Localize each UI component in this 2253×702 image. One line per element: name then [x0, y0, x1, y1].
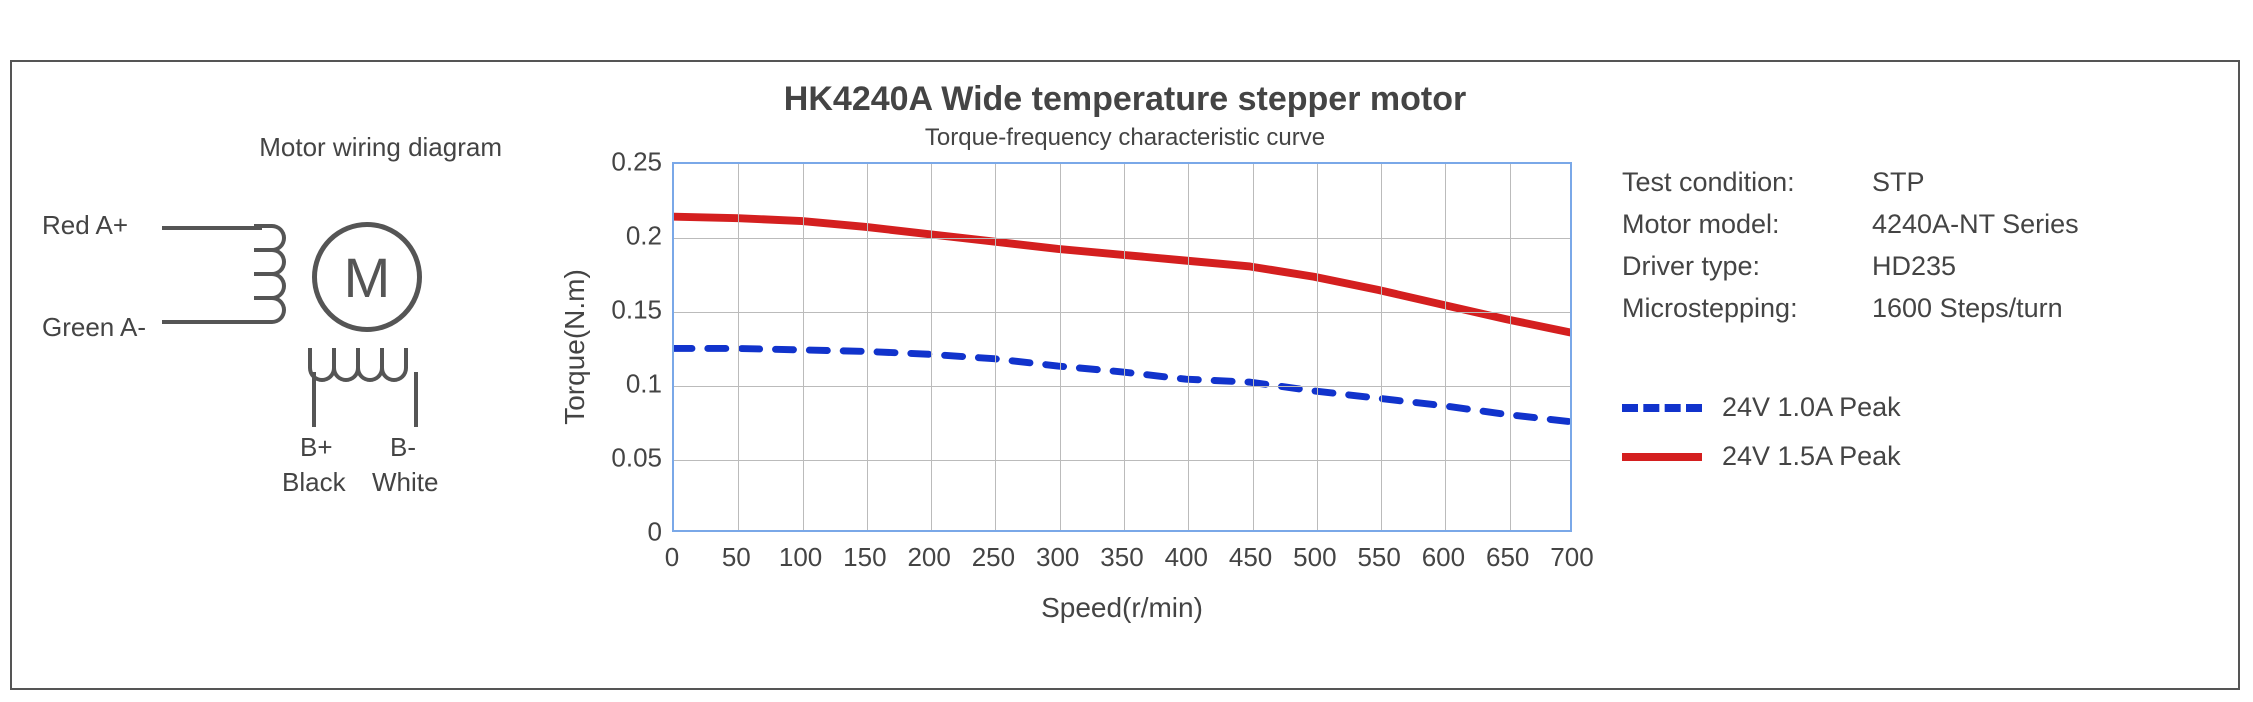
legend-item: 24V 1.5A Peak	[1622, 441, 1901, 472]
info-value: STP	[1872, 162, 1925, 204]
info-key: Test condition:	[1622, 162, 1872, 204]
x-tick-label: 550	[1357, 542, 1400, 573]
info-key: Microstepping:	[1622, 288, 1872, 330]
chart-gridline-v	[1510, 164, 1511, 530]
x-tick-label: 500	[1293, 542, 1336, 573]
legend-swatch-icon	[1622, 404, 1702, 412]
wiring-label-b-plus-color: Black	[282, 467, 346, 498]
wiring-label-b-minus-color: White	[372, 467, 438, 498]
chart-gridline-v	[931, 164, 932, 530]
legend-label: 24V 1.5A Peak	[1722, 441, 1901, 472]
chart-gridline-v	[1253, 164, 1254, 530]
wiring-label-b-minus-pin: B-	[390, 432, 416, 463]
chart-legend: 24V 1.0A Peak 24V 1.5A Peak	[1622, 392, 1901, 490]
info-key: Driver type:	[1622, 246, 1872, 288]
y-tick-label: 0.2	[592, 221, 662, 252]
info-value: 4240A-NT Series	[1872, 204, 2079, 246]
wiring-diagram: Motor wiring diagram Red A+ Green A- M	[42, 132, 502, 552]
y-tick-label: 0.25	[592, 147, 662, 178]
x-tick-label: 350	[1100, 542, 1143, 573]
chart-gridline-h	[674, 386, 1570, 387]
info-row: Test condition:STP	[1622, 162, 2202, 204]
x-tick-label: 300	[1036, 542, 1079, 573]
wiring-label-a-plus: Red A+	[42, 210, 128, 241]
chart-gridline-v	[803, 164, 804, 530]
wiring-label-a-minus: Green A-	[42, 312, 146, 343]
chart-gridline-v	[1317, 164, 1318, 530]
info-key: Motor model:	[1622, 204, 1872, 246]
figure-frame: HK4240A Wide temperature stepper motor T…	[10, 60, 2240, 690]
chart-gridline-v	[738, 164, 739, 530]
y-tick-label: 0.05	[592, 443, 662, 474]
chart-series-line	[674, 217, 1570, 333]
info-row: Microstepping:1600 Steps/turn	[1622, 288, 2202, 330]
chart-gridline-h	[674, 460, 1570, 461]
legend-item: 24V 1.0A Peak	[1622, 392, 1901, 423]
x-tick-label: 600	[1422, 542, 1465, 573]
chart-gridline-v	[1060, 164, 1061, 530]
wiring-heading: Motor wiring diagram	[259, 132, 502, 163]
chart-title: HK4240A Wide temperature stepper motor	[12, 80, 2238, 119]
y-axis-label: Torque(N.m)	[559, 269, 591, 425]
chart-gridline-h	[674, 312, 1570, 313]
y-tick-label: 0	[592, 517, 662, 548]
y-axis-label-wrap: Torque(N.m)	[560, 162, 590, 532]
wiring-label-b-plus-pin: B+	[300, 432, 333, 463]
info-row: Motor model:4240A-NT Series	[1622, 204, 2202, 246]
y-tick-label: 0.1	[592, 369, 662, 400]
test-conditions: Test condition:STPMotor model:4240A-NT S…	[1622, 162, 2202, 329]
x-tick-label: 400	[1165, 542, 1208, 573]
chart-series-svg	[674, 164, 1570, 530]
x-tick-label: 200	[907, 542, 950, 573]
x-tick-label: 100	[779, 542, 822, 573]
info-value: HD235	[1872, 246, 1956, 288]
coil-a-icon	[247, 214, 282, 334]
chart-gridline-v	[995, 164, 996, 530]
info-value: 1600 Steps/turn	[1872, 288, 2063, 330]
legend-label: 24V 1.0A Peak	[1722, 392, 1901, 423]
chart-gridline-h	[674, 238, 1570, 239]
torque-speed-chart: Torque(N.m) Speed(r/min) 050100150200250…	[572, 162, 1592, 642]
info-row: Driver type:HD235	[1622, 246, 2202, 288]
x-tick-label: 650	[1486, 542, 1529, 573]
x-tick-label: 700	[1550, 542, 1593, 573]
legend-swatch-icon	[1622, 453, 1702, 461]
x-tick-label: 150	[843, 542, 886, 573]
x-tick-label: 0	[665, 542, 679, 573]
chart-gridline-v	[1124, 164, 1125, 530]
x-tick-label: 450	[1229, 542, 1272, 573]
datasheet-figure: HK4240A Wide temperature stepper motor T…	[0, 0, 2253, 702]
coil-b-icon	[300, 342, 430, 382]
motor-letter: M	[344, 245, 391, 310]
x-axis-label: Speed(r/min)	[672, 592, 1572, 624]
chart-gridline-v	[867, 164, 868, 530]
chart-gridline-v	[1188, 164, 1189, 530]
motor-symbol-icon: M	[312, 222, 422, 332]
x-tick-label: 50	[722, 542, 751, 573]
chart-gridline-v	[1381, 164, 1382, 530]
y-tick-label: 0.15	[592, 295, 662, 326]
chart-gridline-v	[1445, 164, 1446, 530]
chart-plot-area	[672, 162, 1572, 532]
x-tick-label: 250	[972, 542, 1015, 573]
